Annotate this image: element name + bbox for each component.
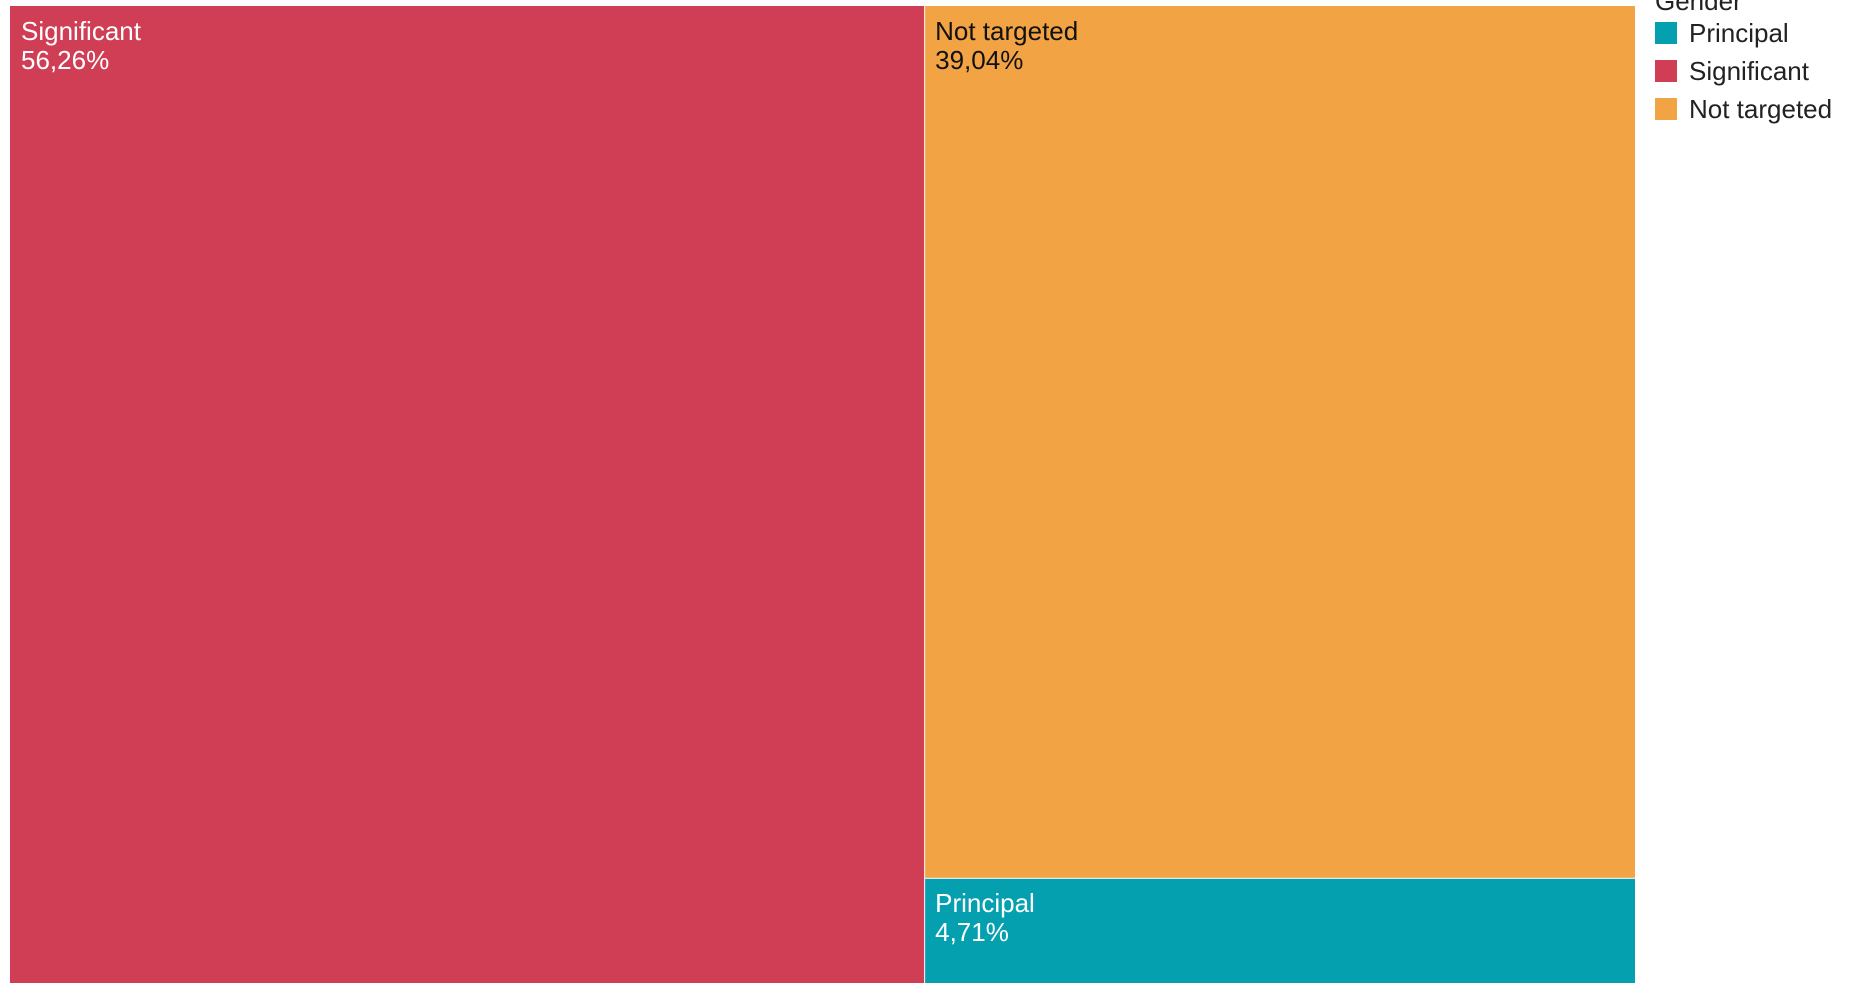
legend-label-significant: Significant — [1689, 56, 1809, 86]
legend-label-not-targeted: Not targeted — [1689, 94, 1833, 124]
legend-swatch-significant — [1655, 60, 1677, 82]
treemap-label-not-targeted: Not targeted — [935, 16, 1078, 46]
treemap-value-label-significant: 56,26% — [21, 45, 109, 75]
legend: Gender Principal Significant Not targete… — [1655, 0, 1832, 128]
treemap-value-label-principal: 4,71% — [935, 917, 1009, 947]
legend-item-significant[interactable]: Significant — [1655, 52, 1832, 90]
legend-swatch-not-targeted — [1655, 98, 1677, 120]
treemap-label-significant: Significant — [21, 16, 142, 46]
treemap-rect-principal[interactable] — [925, 878, 1635, 983]
legend-label-principal: Principal — [1689, 18, 1789, 48]
legend-swatch-principal — [1655, 22, 1677, 44]
legend-item-not-targeted[interactable]: Not targeted — [1655, 90, 1832, 128]
treemap-rect-not-targeted[interactable] — [925, 6, 1635, 878]
treemap-rect-significant[interactable] — [10, 6, 925, 983]
treemap-label-principal: Principal — [935, 888, 1035, 918]
treemap-value-label-not-targeted: 39,04% — [935, 45, 1023, 75]
legend-title: Gender — [1655, 0, 1832, 12]
legend-item-principal[interactable]: Principal — [1655, 14, 1832, 52]
